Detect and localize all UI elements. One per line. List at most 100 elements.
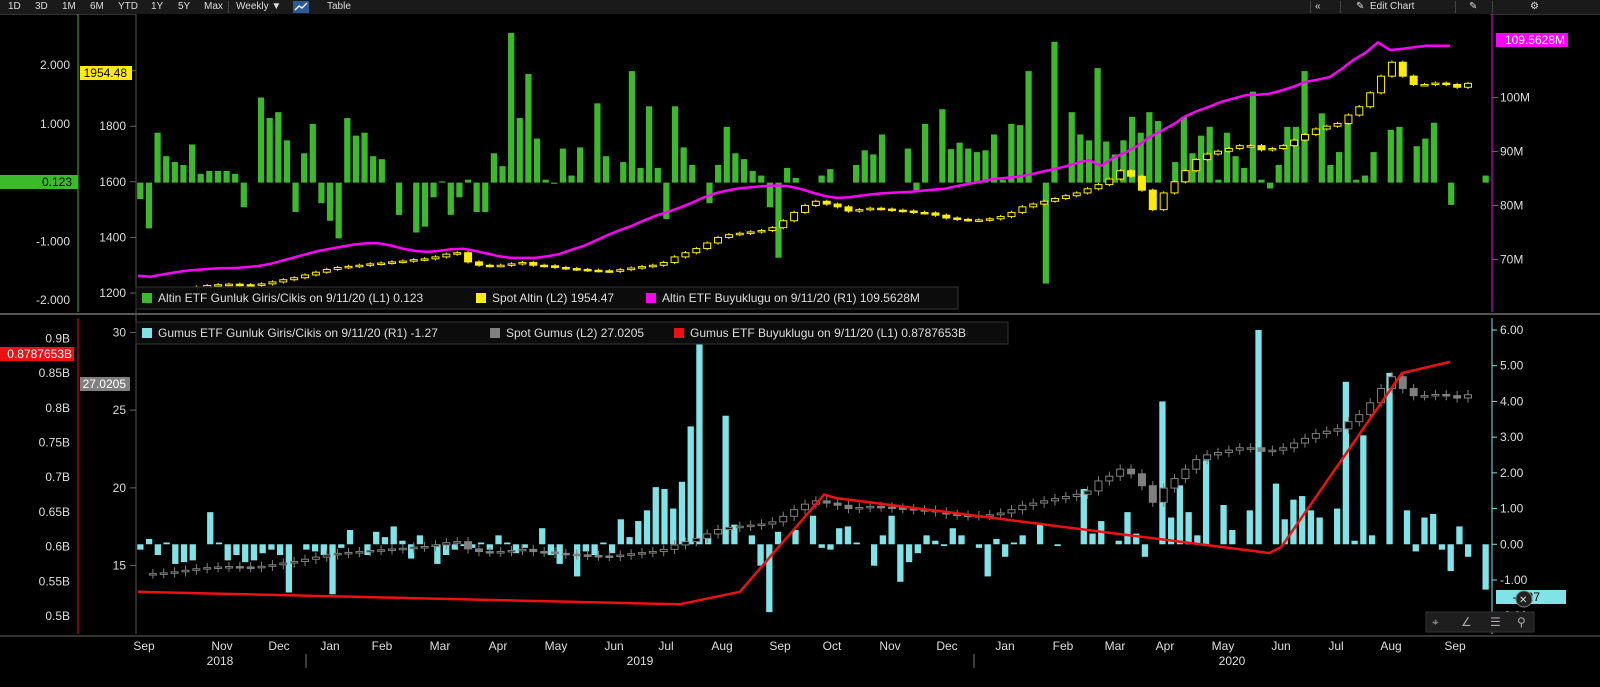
top-price-axis-tick-label: 1800: [99, 119, 126, 133]
range-6m-button[interactable]: 6M: [90, 1, 104, 12]
gold-flow-bar: [395, 182, 403, 215]
gold-flow-value-label: 0.123: [42, 175, 72, 189]
table-button[interactable]: Table: [327, 1, 351, 12]
silver-spot-candle: [692, 537, 701, 543]
silver-flow-bar: [1124, 512, 1131, 545]
silver-flow-bar: [949, 528, 956, 545]
silver-flow-bar: [809, 515, 817, 545]
gold-flow-bar: [620, 162, 627, 183]
silver-spot-candle: [398, 547, 407, 551]
silver-flow-bar: [224, 544, 231, 561]
bottom-left-axis-tick-label: 0.85B: [39, 366, 70, 380]
gold-spot-candle: [801, 204, 809, 213]
gold-spot-candle: [366, 263, 375, 266]
gold-flow-bar: [1258, 179, 1265, 183]
gold-flow-bar: [378, 159, 385, 183]
silver-flow-bar: [556, 544, 563, 564]
gold-flow-bar: [818, 175, 825, 183]
x-axis-month-label: Jan: [995, 639, 1014, 653]
silver-spot-candle: [855, 506, 864, 510]
legend-entry: Altin ETF Gunluk Giris/Cikis on 9/11/20 …: [158, 291, 424, 305]
silver-flow-bar: [320, 544, 327, 555]
bottom-left-axis-tick-label: 0.65B: [39, 505, 70, 519]
top-left-axis-tick-label: 1.000: [40, 117, 70, 131]
gold-spot-candle: [681, 252, 690, 258]
gold-spot-candle: [768, 227, 777, 231]
silver-flow-bar: [1299, 496, 1306, 545]
collapse-icon[interactable]: «: [1315, 1, 1321, 12]
x-axis-month-label: Apr: [1156, 639, 1175, 653]
gold-spot-candle: [692, 248, 701, 254]
silver-spot-candle: [572, 553, 581, 557]
silver-flow-bar: [442, 544, 450, 555]
range-1d-button[interactable]: 1D: [8, 1, 21, 12]
gold-flow-bar: [275, 112, 282, 183]
gold-spot-candle: [377, 262, 386, 266]
frequency-select[interactable]: Weekly ▼: [236, 0, 281, 14]
silver-spot-candle: [648, 551, 657, 554]
silver-spot-candle: [551, 551, 560, 555]
silver-spot-candle: [1072, 493, 1081, 497]
silver-spot-candle: [290, 560, 299, 564]
silver-spot-candle: [1181, 468, 1190, 480]
gold-flow-bar: [1370, 152, 1377, 183]
gold-spot-candle: [790, 211, 799, 222]
x-axis-year-label: 2020: [1219, 654, 1246, 668]
settings-gear-icon[interactable]: ⚙: [1530, 1, 1539, 12]
gold-spot-candle: [583, 268, 592, 272]
silver-spot-candle: [822, 500, 831, 504]
range-1m-button[interactable]: 1M: [62, 1, 76, 12]
gold-flow-bar: [758, 175, 765, 183]
gold-flow-bar: [344, 118, 351, 183]
gold-flow-bar: [999, 179, 1006, 183]
bottom-price-axis-tick-label: 30: [113, 325, 127, 339]
x-axis-month-label: Sep: [769, 639, 791, 653]
gold-flow-bar: [1301, 71, 1308, 183]
gold-spot-candle: [1159, 192, 1168, 211]
silver-spot-value-tag: [80, 377, 130, 391]
legend-swatch: [142, 293, 152, 303]
gold-spot-candle: [387, 261, 396, 264]
gold-flow-bar: [1172, 162, 1179, 183]
edit-icon[interactable]: ✎: [1469, 1, 1478, 12]
silver-spot-candle: [1279, 447, 1288, 451]
gold-flow-bar: [326, 182, 334, 221]
gold-spot-candle: [1040, 200, 1049, 205]
gold-spot-candle: [1061, 195, 1070, 200]
silver-flow-bar: [696, 333, 703, 545]
silver-flow-bar: [1421, 517, 1428, 545]
silver-spot-candle: [1290, 442, 1299, 449]
range-max-button[interactable]: Max: [204, 1, 223, 12]
silver-spot-candle: [1029, 502, 1038, 506]
zoom-reset-button[interactable]: [1515, 590, 1533, 608]
gold-flow-bar: [180, 165, 187, 183]
range-ytd-button[interactable]: YTD: [118, 1, 138, 12]
top-right-axis-tick-label: 100M: [1500, 91, 1530, 105]
silver-flow-bar: [1438, 544, 1446, 550]
gold-spot-candle: [301, 274, 310, 279]
silver-flow-bar: [897, 544, 904, 582]
gold-flow-value-tag: [0, 175, 78, 189]
gold-spot-candle: [1366, 92, 1375, 108]
silver-flow-bar: [687, 426, 694, 545]
gold-spot-candle: [1377, 75, 1386, 94]
x-axis-month-label: Feb: [372, 639, 393, 653]
gold-spot-candle: [496, 264, 505, 268]
silver-flow-bar: [1333, 508, 1341, 545]
range-5y-button[interactable]: 5Y: [178, 1, 191, 12]
silver-spot-candle: [703, 533, 712, 539]
silver-flow-bar: [390, 526, 397, 545]
edit-pencil-icon[interactable]: ✎: [1356, 1, 1365, 12]
bottom-right-axis-tick-label: 6.00: [1500, 323, 1524, 337]
silver-flow-bar: [1168, 517, 1175, 545]
silver-flow-bar: [670, 508, 677, 545]
range-3d-button[interactable]: 3D: [35, 1, 48, 12]
chart-type-icon[interactable]: [293, 1, 309, 13]
edit-chart-button[interactable]: Edit Chart: [1370, 1, 1415, 12]
gold-flow-bar: [706, 182, 713, 204]
silver-flow-bar: [923, 535, 930, 545]
top-price-axis-tick-label: 1600: [99, 175, 126, 189]
range-1y-button[interactable]: 1Y: [151, 1, 164, 12]
silver-spot-candle: [1311, 433, 1320, 439]
gold-flow-bar: [982, 150, 989, 183]
